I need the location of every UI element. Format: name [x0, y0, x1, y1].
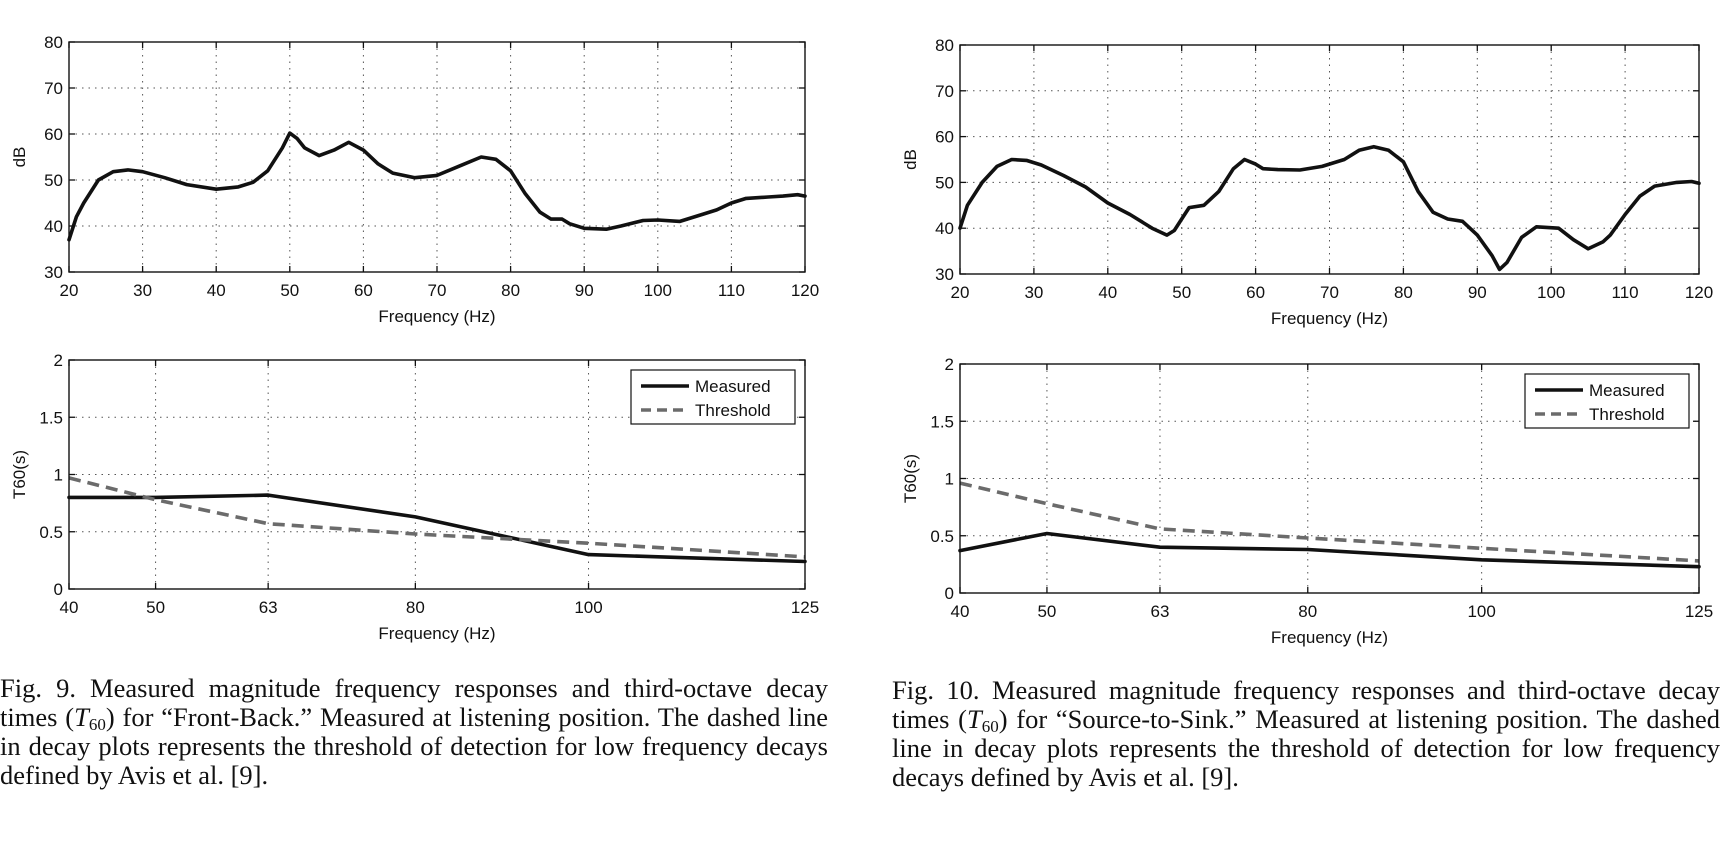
x-axis-label: Frequency (Hz) [378, 307, 495, 326]
x-tick-label: 80 [1394, 283, 1413, 302]
x-tick-label: 100 [1467, 602, 1495, 621]
x-tick-label: 20 [951, 283, 970, 302]
x-tick-label: 40 [1098, 283, 1117, 302]
axes-frame [959, 44, 1700, 275]
x-axis-label: Frequency (Hz) [1271, 309, 1388, 328]
caption-subscript: 60 [88, 715, 106, 734]
x-tick-label: 100 [1537, 283, 1565, 302]
legend-box [1524, 373, 1690, 429]
y-axis-label: dB [901, 149, 920, 170]
caption-text: Fig. 10. Measured magnitude frequency re… [892, 675, 1720, 734]
x-tick-label: 40 [60, 598, 79, 617]
plot-area [960, 45, 1699, 274]
y-tick-label: 70 [44, 79, 63, 98]
caption-symbol: T [966, 704, 982, 734]
chart-fig10-bottom: 40 50 63 80 100 125 0 0.5 1 1.5 2 Frequency (Hz) T60… [901, 355, 1713, 647]
caption-subscript: 60 [981, 717, 999, 736]
x-tick-label: 70 [428, 281, 447, 300]
x-tick-label: 40 [951, 602, 970, 621]
x-axis-label: Frequency (Hz) [1271, 628, 1388, 647]
y-tick-label: 40 [935, 219, 954, 238]
y-tick-label: 60 [44, 125, 63, 144]
y-tick-label: 0.5 [930, 527, 954, 546]
y-tick-label: 2 [54, 351, 63, 370]
axes-frame [68, 359, 806, 590]
y-axis-label: dB [10, 147, 29, 168]
y-axis-label: T60(s) [10, 450, 29, 499]
y-tick-label: 1.5 [930, 412, 954, 431]
y-tick-label: 80 [935, 36, 954, 55]
legend-box [630, 369, 796, 425]
x-tick-label: 110 [1612, 283, 1639, 302]
legend-label: Measured [695, 377, 771, 396]
x-tick-label: 110 [718, 281, 745, 300]
axes-frame [68, 41, 806, 273]
legend: Measured Threshold [630, 369, 796, 425]
x-tick-label: 90 [1468, 283, 1487, 302]
legend-label: Measured [1589, 381, 1665, 400]
x-tick-label: 100 [644, 281, 672, 300]
chart-fig9-bottom: 40 50 63 80 100 125 0 0.5 1 1.5 2 Frequency (Hz) T60… [10, 351, 819, 643]
x-tick-label: 125 [1685, 602, 1713, 621]
x-tick-label: 50 [1172, 283, 1191, 302]
series-line-threshold [68, 476, 806, 559]
x-tick-label: 63 [259, 598, 278, 617]
x-tick-label: 30 [133, 281, 152, 300]
series-line-response [958, 144, 1701, 272]
y-tick-label: 80 [44, 33, 63, 52]
x-tick-label: 80 [501, 281, 520, 300]
x-tick-label: 30 [1024, 283, 1043, 302]
y-axis-label: T60(s) [901, 454, 920, 503]
x-tick-label: 120 [791, 281, 819, 300]
caption-text: ) for “Front-Back.” Measured at listenin… [0, 702, 828, 790]
x-tick-label: 120 [1685, 283, 1713, 302]
caption-text: Fig. 9. Measured magnitude frequency res… [0, 673, 828, 732]
x-tick-label: 20 [60, 281, 79, 300]
y-tick-label: 70 [935, 82, 954, 101]
y-tick-label: 0.5 [39, 523, 63, 542]
x-tick-label: 63 [1151, 602, 1170, 621]
x-tick-label: 70 [1320, 283, 1339, 302]
figure-9-caption: Fig. 9. Measured magnitude frequency res… [0, 674, 828, 790]
y-tick-label: 50 [44, 171, 63, 190]
y-tick-label: 60 [935, 128, 954, 147]
x-tick-label: 60 [354, 281, 373, 300]
x-tick-label: 50 [1037, 602, 1056, 621]
series-line-response [67, 131, 807, 242]
x-tick-label: 60 [1246, 283, 1265, 302]
legend-label: Threshold [695, 401, 771, 420]
x-tick-label: 40 [207, 281, 226, 300]
x-tick-label: 80 [1298, 602, 1317, 621]
plot-area [69, 42, 805, 272]
caption-symbol: T [74, 702, 89, 732]
y-tick-label: 30 [935, 265, 954, 284]
y-tick-label: 1 [945, 470, 954, 489]
series-line-measured [958, 531, 1701, 569]
x-tick-label: 80 [406, 598, 425, 617]
y-tick-label: 40 [44, 217, 63, 236]
y-tick-label: 1.5 [39, 408, 63, 427]
y-tick-label: 1 [54, 466, 63, 485]
x-axis-label: Frequency (Hz) [378, 624, 495, 643]
x-tick-label: 50 [146, 598, 165, 617]
y-tick-label: 2 [945, 355, 954, 374]
figure-10-caption: Fig. 10. Measured magnitude frequency re… [892, 676, 1720, 792]
x-tick-label: 50 [280, 281, 299, 300]
caption-text: ) for “Source-to-Sink.” Measured at list… [892, 704, 1720, 792]
x-tick-label: 100 [574, 598, 602, 617]
legend-label: Threshold [1589, 405, 1665, 424]
y-tick-label: 30 [44, 263, 63, 282]
chart-fig10-top: 20 30 40 50 60 70 80 90 100 110 120304050607080Fre… [901, 36, 1713, 328]
y-tick-label: 50 [935, 173, 954, 192]
y-tick-label: 0 [945, 584, 954, 603]
chart-fig9-top: 20 30 40 50 60 70 80 90 100 110 120304050607080Fre… [10, 33, 819, 326]
y-tick-label: 0 [54, 580, 63, 599]
legend: Measured Threshold [1524, 373, 1690, 429]
x-tick-label: 90 [575, 281, 594, 300]
x-tick-label: 125 [791, 598, 819, 617]
axes-frame [959, 363, 1700, 594]
series-line-measured [67, 493, 807, 564]
